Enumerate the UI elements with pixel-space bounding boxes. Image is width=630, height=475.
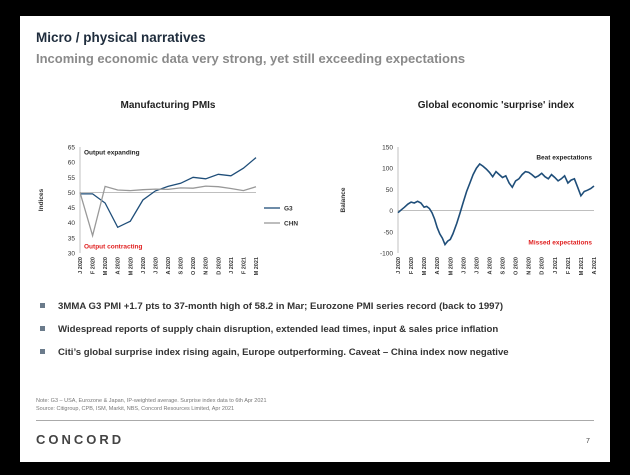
- x-tick-label: F 2021: [566, 257, 572, 274]
- x-tick-label: M 2021: [254, 257, 260, 275]
- x-tick-label: O 2020: [514, 257, 520, 275]
- y-tick-label: 0: [389, 208, 393, 215]
- bullet-item: Widespread reports of supply chain disru…: [38, 323, 603, 346]
- x-tick-label: J 2020: [78, 257, 84, 274]
- x-tick-label: J 2020: [153, 257, 159, 274]
- y-tick-label: 50: [68, 190, 76, 197]
- annotation-bottom: Missed expectations: [528, 240, 592, 247]
- y-tick-label: 60: [68, 160, 76, 167]
- source-note: Note: G3 – USA, Eurozone & Japan, IP-wei…: [36, 397, 267, 413]
- y-axis-label: Balance: [340, 187, 347, 212]
- series-line-g3: [80, 157, 257, 229]
- slide: Micro / physical narratives Incoming eco…: [20, 16, 610, 462]
- y-tick-label: 40: [68, 220, 76, 227]
- x-tick-label: M 2021: [579, 257, 585, 275]
- x-tick-label: A 2021: [592, 257, 598, 275]
- x-tick-label: A 2020: [116, 257, 122, 275]
- page-number: 7: [586, 438, 590, 445]
- manufacturing-pmi-chart: Manufacturing PMIs 30 35 40 45 50 55 60 65 Indice…: [38, 100, 298, 275]
- slide-subtitle: Incoming economic data very strong, yet …: [36, 51, 466, 66]
- y-tick-label: -50: [384, 229, 394, 236]
- series-line-chn: [79, 185, 257, 239]
- chart-title: Global economic 'surprise' index: [418, 100, 575, 111]
- x-tick-label: M 2020: [103, 257, 109, 275]
- bullet-text: Citi’s global surprise index rising agai…: [58, 347, 509, 358]
- bullet-marker: [40, 349, 45, 354]
- bullet-item: Citi’s global surprise index rising agai…: [38, 346, 603, 369]
- x-tick-label: A 2020: [487, 257, 493, 275]
- y-tick-label: 45: [68, 205, 76, 212]
- x-tick-label: F 2020: [409, 257, 415, 274]
- annotation-bottom: Output contracting: [84, 243, 143, 250]
- y-tick-label: 150: [382, 145, 393, 152]
- surprise-index-chart: Global economic 'surprise' index -100 -50 0…: [340, 100, 598, 275]
- y-tick-label: 55: [68, 175, 76, 182]
- y-tick-label: 30: [68, 251, 76, 258]
- x-tick-label: F 2021: [241, 257, 247, 274]
- chart-title: Manufacturing PMIs: [120, 100, 215, 111]
- y-tick-label: 50: [386, 187, 394, 194]
- annotation-top: Beat expectations: [536, 155, 592, 162]
- x-tick-label: N 2020: [527, 257, 533, 275]
- x-tick-label: N 2020: [204, 257, 210, 275]
- x-tick-label: J 2020: [396, 257, 402, 274]
- x-tick-label: J 2021: [553, 257, 559, 274]
- annotation-top: Output expanding: [84, 150, 140, 157]
- y-tick-label: -100: [380, 251, 393, 258]
- legend-label-chn: CHN: [284, 221, 298, 228]
- x-tick-label: M 2020: [448, 257, 454, 275]
- bullet-list: 3MMA G3 PMI +1.7 pts to 37-month high of…: [38, 300, 603, 369]
- x-tick-label: J 2021: [229, 257, 235, 274]
- x-tick-label: F 2020: [91, 257, 97, 274]
- bullet-text: Widespread reports of supply chain disru…: [58, 324, 499, 335]
- x-tick-label: S 2020: [501, 257, 507, 274]
- x-tick-label: O 2020: [191, 257, 197, 275]
- x-tick-label: D 2020: [216, 257, 222, 275]
- source-line: Source: Citigroup, CPB, ISM, Markit, NBS…: [36, 406, 235, 412]
- y-tick-label: 35: [68, 235, 76, 242]
- x-tick-label: J 2020: [461, 257, 467, 274]
- x-tick-label: J 2020: [141, 257, 147, 274]
- x-tick-label: D 2020: [540, 257, 546, 275]
- slide-title: Micro / physical narratives: [36, 30, 206, 45]
- footer-divider: [36, 420, 594, 421]
- bullet-marker: [40, 303, 45, 308]
- bullet-marker: [40, 326, 45, 331]
- x-tick-label: S 2020: [179, 257, 185, 274]
- bullet-item: 3MMA G3 PMI +1.7 pts to 37-month high of…: [38, 300, 603, 323]
- y-tick-label: 100: [382, 166, 393, 173]
- y-axis-label: Indices: [38, 188, 45, 211]
- x-tick-label: A 2020: [166, 257, 172, 275]
- x-tick-label: M 2020: [422, 257, 428, 275]
- x-tick-label: A 2020: [435, 257, 441, 275]
- y-tick-label: 65: [68, 145, 76, 152]
- note-line: Note: G3 – USA, Eurozone & Japan, IP-wei…: [36, 398, 267, 404]
- concord-logo: CONCORD: [36, 432, 125, 447]
- series-line-surprise-index: [397, 162, 595, 247]
- x-tick-label: J 2020: [474, 257, 480, 274]
- bullet-text: 3MMA G3 PMI +1.7 pts to 37-month high of…: [58, 301, 504, 312]
- legend-label-g3: G3: [284, 206, 293, 213]
- x-tick-label: M 2020: [128, 257, 134, 275]
